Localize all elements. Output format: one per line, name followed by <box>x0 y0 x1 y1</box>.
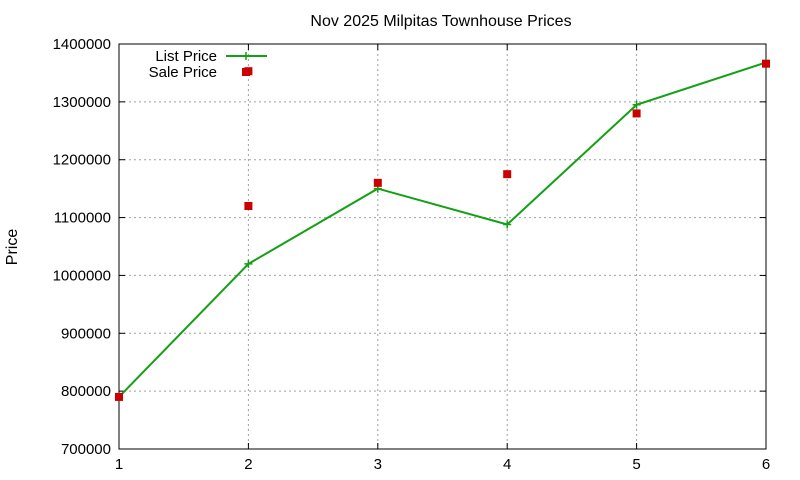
plot-frame <box>118 43 767 450</box>
x-tick-label: 1 <box>115 456 123 473</box>
legend-label-sale-price: Sale Price <box>149 64 217 81</box>
legend: List Price Sale Price <box>149 48 267 81</box>
sale-price-point <box>373 178 382 187</box>
legend-label-list-price: List Price <box>155 48 217 65</box>
y-axis-label: Price <box>4 229 21 266</box>
sale-price-point <box>115 392 123 401</box>
x-tick-label: 5 <box>632 456 640 473</box>
x-tick-labels: 1 2 3 4 5 6 <box>115 456 770 473</box>
y-tick-label: 1300000 <box>53 94 111 111</box>
list-price-point <box>503 220 512 229</box>
y-tick-label: 900000 <box>61 325 111 342</box>
list-price-point <box>244 259 253 268</box>
y-tick-label: 1400000 <box>53 36 111 53</box>
list-price-line <box>118 61 767 398</box>
y-tick-label: 800000 <box>61 383 111 400</box>
x-tick-label: 2 <box>244 456 252 473</box>
sale-price-point <box>632 109 641 118</box>
sale-price-point <box>762 59 770 68</box>
legend-swatch-sale-price <box>242 68 250 76</box>
x-tick-label: 3 <box>374 456 382 473</box>
y-tick-label: 700000 <box>61 441 111 458</box>
list-price-point <box>632 100 641 109</box>
grid <box>119 44 766 449</box>
legend-marker-sale-price <box>242 68 250 76</box>
x-tick-label: 6 <box>762 456 770 473</box>
legend-marker-list-price <box>242 52 250 60</box>
y-tick-label: 1100000 <box>54 210 111 227</box>
sale-price-point <box>244 202 253 210</box>
chart-title: Nov 2025 Milpitas Townhouse Prices <box>310 13 571 30</box>
legend-swatch-list-price <box>226 52 267 60</box>
y-tick-label: 1000000 <box>53 267 111 284</box>
x-tick-label: 4 <box>503 456 511 473</box>
y-tick-labels: 700000 800000 900000 1000000 1100000 1200000 1… <box>53 36 111 458</box>
series <box>115 58 770 401</box>
sale-price-point <box>503 170 512 179</box>
axis-ticks <box>118 43 767 450</box>
y-tick-label: 1200000 <box>53 152 111 169</box>
